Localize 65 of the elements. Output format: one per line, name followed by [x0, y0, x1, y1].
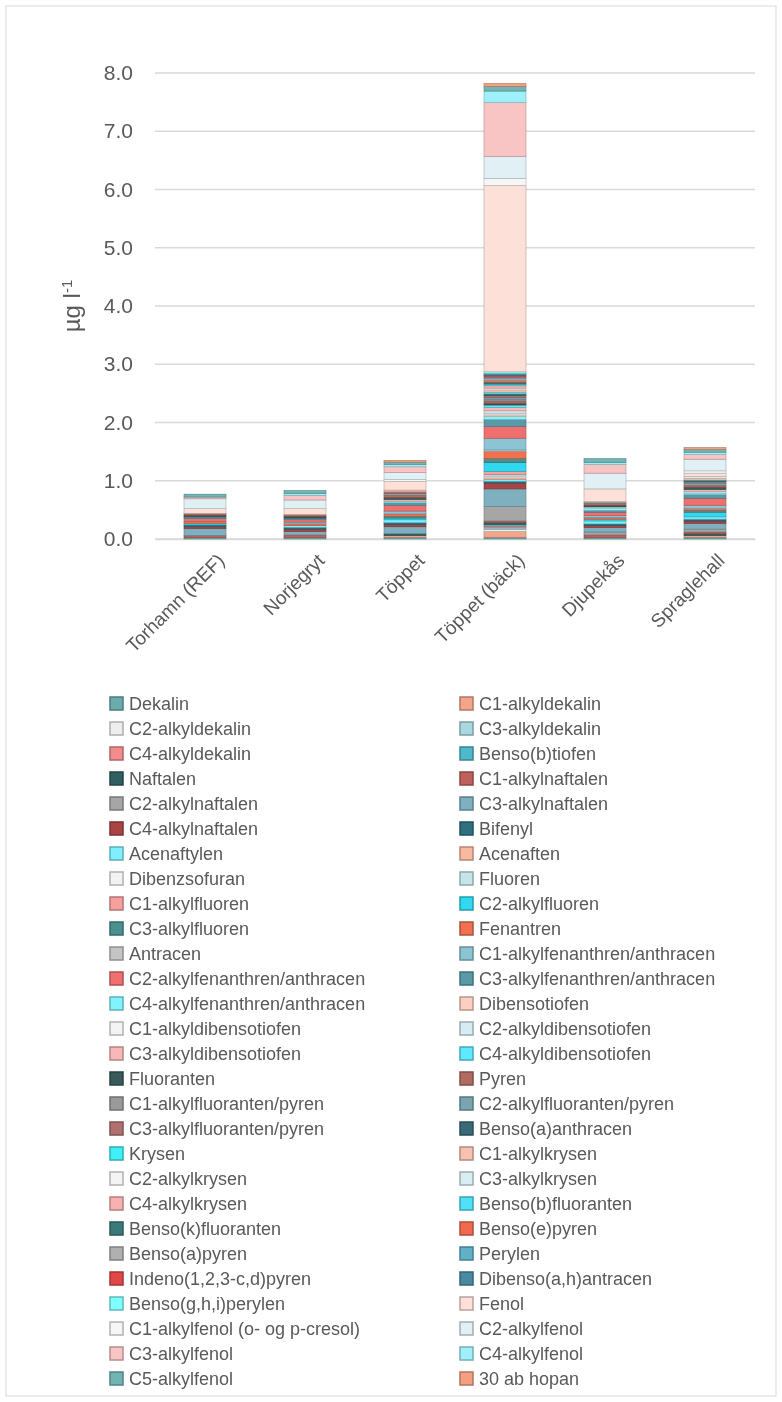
legend-label: C4-alkylfenol — [479, 1344, 584, 1365]
legend-label: C1-alkylfluoren — [129, 894, 250, 915]
legend-label: C3-alkylfenanthren/anthracen — [479, 969, 716, 990]
legend-label: C1-alkylfenanthren/anthracen — [479, 944, 716, 965]
legend-label: C1-alkylnaftalen — [479, 769, 609, 790]
legend-label: C2-alkylfluoranten/pyren — [479, 1094, 675, 1115]
legend-label: Krysen — [129, 1144, 186, 1165]
legend-label: C1-alkylkrysen — [479, 1144, 598, 1165]
y-tick-label: 0.0 — [103, 527, 133, 551]
legend-label: C4-alkylkrysen — [129, 1194, 248, 1215]
legend-label: Benso(a)anthracen — [479, 1119, 633, 1140]
legend-label: Benso(a)pyren — [129, 1244, 248, 1265]
y-tick-label: 1.0 — [103, 468, 133, 492]
legend-label: C2-alkylfluoren — [479, 894, 600, 915]
legend-label: Perylen — [479, 1244, 541, 1265]
legend-label: C3-alkylnaftalen — [479, 794, 609, 815]
y-tick-label: 6.0 — [103, 177, 133, 201]
legend-label: C2-alkyldibensotiofen — [479, 1019, 652, 1040]
legend-label: C4-alkyldekalin — [129, 744, 252, 765]
legend-label: C3-alkyldekalin — [479, 719, 602, 740]
legend-label: Naftalen — [129, 769, 197, 790]
legend-label: Dekalin — [129, 694, 190, 715]
legend-label: C1-alkyldibensotiofen — [129, 1019, 302, 1040]
legend-label: Fenantren — [479, 919, 562, 940]
legend-label: C1-alkylfluoranten/pyren — [129, 1094, 325, 1115]
legend-label: Benso(k)fluoranten — [129, 1219, 282, 1240]
legend-label: C2-alkylkrysen — [129, 1169, 248, 1190]
legend-label: C2-alkylfenanthren/anthracen — [129, 969, 366, 990]
legend-label: C4-alkylfenanthren/anthracen — [129, 994, 366, 1015]
legend-label: C3-alkylkrysen — [479, 1169, 598, 1190]
legend-label: 30 ab hopan — [479, 1369, 580, 1390]
legend-label: Dibenso(a,h)antracen — [479, 1269, 653, 1290]
legend-label: Indeno(1,2,3-c,d)pyren — [129, 1269, 312, 1290]
y-tick-label: 7.0 — [103, 119, 133, 143]
y-tick-label: 2.0 — [103, 410, 133, 434]
legend-label: Benso(b)tiofen — [479, 744, 597, 765]
legend-label: Bifenyl — [479, 819, 534, 840]
legend-label: Dibenzsofuran — [129, 869, 246, 890]
legend-label: Acenaftylen — [129, 844, 224, 865]
legend-label: C3-alkylfenol — [129, 1344, 234, 1365]
legend-label: C2-alkyldekalin — [129, 719, 252, 740]
legend-label: C2-alkylfenol — [479, 1319, 584, 1340]
legend-label: Fenol — [479, 1294, 525, 1315]
legend-label: C2-alkylnaftalen — [129, 794, 259, 815]
y-tick-label: 8.0 — [103, 61, 133, 85]
legend-label: C1-alkyldekalin — [479, 694, 602, 715]
y-tick-label: 3.0 — [103, 352, 133, 376]
legend-label: Fluoren — [479, 869, 541, 890]
legend-label: Fluoranten — [129, 1069, 216, 1090]
legend-label: C3-alkylfluoranten/pyren — [129, 1119, 325, 1140]
legend-label: Acenaften — [479, 844, 561, 865]
legend-label: C3-alkylfluoren — [129, 919, 250, 940]
legend-label: Pyren — [479, 1069, 527, 1090]
legend-label: Benso(g,h,i)perylen — [129, 1294, 286, 1315]
legend-label: Dibensotiofen — [479, 994, 590, 1015]
y-tick-label: 5.0 — [103, 235, 133, 259]
legend-label: C4-alkyldibensotiofen — [479, 1044, 652, 1065]
legend-label: Antracen — [129, 944, 202, 965]
y-tick-label: 4.0 — [103, 294, 133, 318]
legend-label: C4-alkylnaftalen — [129, 819, 259, 840]
legend-label: Benso(b)fluoranten — [479, 1194, 633, 1215]
legend-label: C1-alkylfenol (o- og p-cresol) — [129, 1319, 361, 1340]
legend-label: Benso(e)pyren — [479, 1219, 598, 1240]
legend-label: C3-alkyldibensotiofen — [129, 1044, 302, 1065]
legend-label: C5-alkylfenol — [129, 1369, 234, 1390]
